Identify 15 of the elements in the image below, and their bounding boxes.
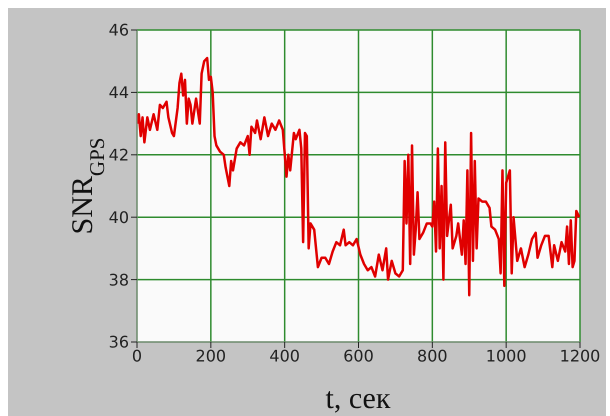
x-tick-label: 1000 xyxy=(486,346,527,366)
y-tick-label: 46 xyxy=(108,20,129,40)
x-tick-label: 1200 xyxy=(560,346,600,366)
x-tick-label: 800 xyxy=(417,346,448,366)
y-tick-label: 40 xyxy=(108,208,129,227)
x-tick-label: 0 xyxy=(132,346,142,366)
y-tick-label: 38 xyxy=(108,270,129,290)
y-tick-label: 36 xyxy=(108,332,129,352)
x-axis-title: t, сек xyxy=(326,382,391,415)
y-tick-label: 44 xyxy=(108,83,129,102)
x-tick-label: 600 xyxy=(343,346,374,366)
y-tick-label: 42 xyxy=(108,145,129,164)
line-series xyxy=(137,56,580,296)
x-tick-label: 400 xyxy=(269,346,300,366)
x-tick-label: 200 xyxy=(196,346,226,366)
